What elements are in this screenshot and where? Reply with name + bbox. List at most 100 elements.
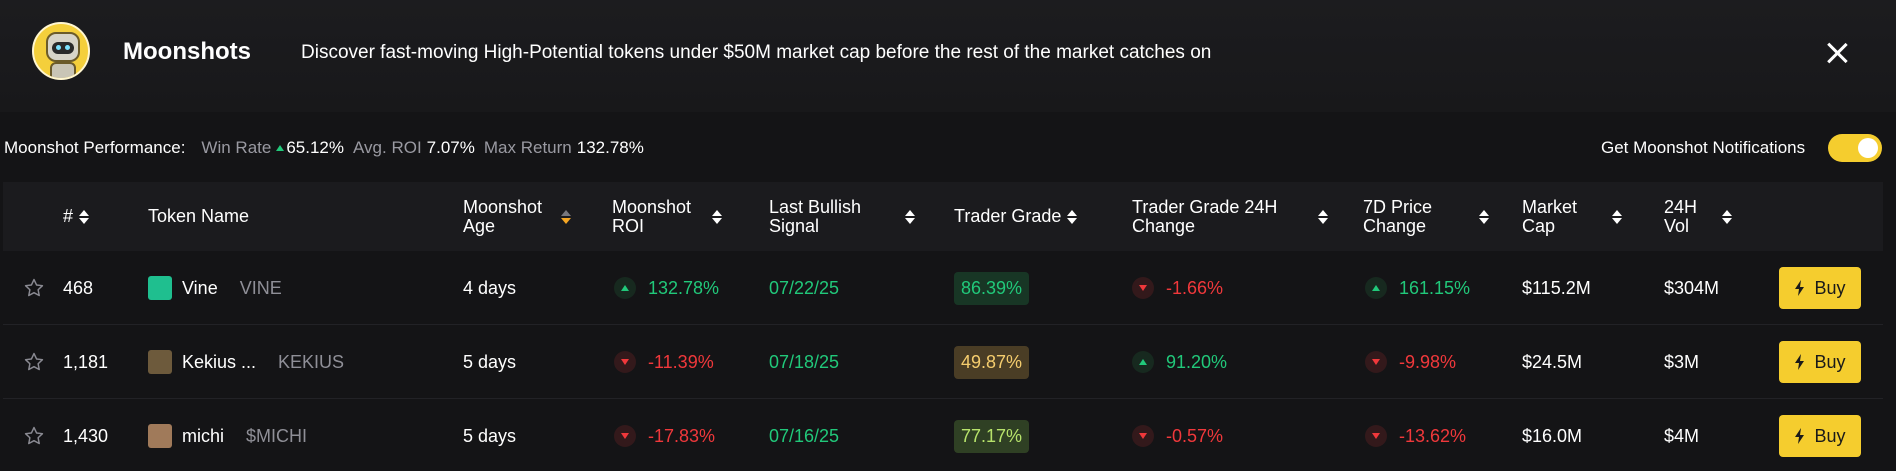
sort-icon: [1067, 209, 1078, 224]
grade-badge: 77.17%: [954, 419, 1030, 453]
notifications-label: Get Moonshot Notifications: [1601, 138, 1806, 157]
toggle-knob: [1858, 138, 1878, 158]
age-cell: 4 days: [463, 277, 517, 298]
header-trader-grade-change[interactable]: Trader Grade 24H Change: [1132, 182, 1332, 251]
signal-cell: 07/16/25: [769, 425, 840, 446]
table-row[interactable]: 1,430 michi $MICHI 5 days -17.83% 07/16/…: [3, 399, 1883, 471]
grade-badge: 86.39%: [954, 271, 1030, 305]
win-rate-label: Win Rate: [201, 138, 272, 157]
age-cell: 5 days: [463, 425, 517, 446]
direction-icon: [1365, 277, 1387, 299]
volume-cell: $304M: [1664, 277, 1720, 298]
sort-icon: [1612, 209, 1622, 224]
rank-cell: 1,430: [63, 425, 109, 446]
star-icon[interactable]: [23, 425, 45, 447]
header-7d-price-change[interactable]: 7D Price Change: [1363, 182, 1493, 251]
rank-cell: 468: [63, 277, 94, 298]
token-name: michi: [182, 425, 225, 446]
grade-change-cell: 91.20%: [1132, 325, 1227, 399]
star-icon[interactable]: [23, 277, 45, 299]
direction-icon: [614, 351, 636, 373]
grade-cell: 86.39%: [954, 251, 1030, 325]
header-rank[interactable]: #: [63, 182, 90, 251]
roi-cell: -17.83%: [614, 399, 715, 471]
grade-cell: 77.17%: [954, 399, 1030, 471]
notifications-toggle[interactable]: [1828, 134, 1882, 162]
buy-button[interactable]: Buy: [1779, 415, 1861, 457]
token-logo-icon: [148, 350, 172, 374]
token-symbol: VINE: [239, 277, 282, 298]
sort-icon: [712, 209, 722, 224]
token-symbol: KEKIUS: [278, 351, 345, 372]
volume-cell: $3M: [1664, 351, 1700, 372]
token-logo-icon: [148, 276, 172, 300]
token-cell[interactable]: Vine VINE: [148, 251, 282, 325]
direction-icon: [614, 425, 636, 447]
table-row[interactable]: 1,181 Kekius ... KEKIUS 5 days -11.39% 0…: [3, 325, 1883, 399]
bolt-icon: [1795, 428, 1805, 444]
age-cell: 5 days: [463, 351, 517, 372]
sort-icon: [1479, 209, 1489, 224]
table-row[interactable]: 468 Vine VINE 4 days 132.78% 07/22/25 86…: [3, 251, 1883, 325]
volume-cell: $4M: [1664, 425, 1700, 446]
grade-change-cell: -1.66%: [1132, 251, 1223, 325]
direction-icon: [1365, 351, 1387, 373]
roi-cell: 132.78%: [614, 251, 719, 325]
header-moonshot-roi[interactable]: Moonshot ROI: [612, 182, 732, 251]
buy-label: Buy: [1814, 351, 1846, 372]
table-header: # Token Name Moonshot Age Moonshot ROI L…: [3, 182, 1883, 251]
header-24h-vol[interactable]: 24H Vol: [1664, 182, 1744, 251]
win-rate-value: 65.12%: [286, 138, 345, 157]
rank-cell: 1,181: [63, 351, 109, 372]
bolt-icon: [1795, 280, 1805, 296]
banner-title: Moonshots: [123, 38, 251, 65]
banner-tagline: Discover fast-moving High-Potential toke…: [301, 42, 1212, 63]
token-cell[interactable]: Kekius ... KEKIUS: [148, 325, 344, 399]
roi-cell: -11.39%: [614, 325, 714, 399]
header-market-cap[interactable]: Market Cap: [1522, 182, 1622, 251]
avg-roi-value: 7.07%: [426, 138, 475, 157]
close-icon[interactable]: [1822, 38, 1852, 68]
max-return-label: Max Return: [483, 138, 572, 157]
price-change-cell: 161.15%: [1365, 251, 1470, 325]
header-trader-grade[interactable]: Trader Grade: [954, 182, 1078, 251]
header-token-name: Token Name: [148, 206, 250, 226]
signal-cell: 07/22/25: [769, 277, 840, 298]
performance-label: Moonshot Performance:: [4, 138, 186, 157]
moonshot-performance: Moonshot Performance: Win Rate 65.12% Av…: [4, 138, 653, 158]
buy-label: Buy: [1814, 277, 1846, 298]
market-cap-cell: $16.0M: [1522, 425, 1583, 446]
moonshots-table: # Token Name Moonshot Age Moonshot ROI L…: [3, 182, 1883, 471]
sort-icon: [561, 209, 571, 224]
robot-mascot-icon: [32, 22, 90, 80]
sort-icon: [1318, 209, 1328, 224]
price-change-cell: -9.98%: [1365, 325, 1456, 399]
sort-icon: [1722, 209, 1732, 224]
bolt-icon: [1795, 354, 1805, 370]
market-cap-cell: $24.5M: [1522, 351, 1583, 372]
direction-icon: [1132, 277, 1154, 299]
token-logo-icon: [148, 424, 172, 448]
grade-change-cell: -0.57%: [1132, 399, 1223, 471]
token-name: Kekius ...: [182, 351, 257, 372]
buy-label: Buy: [1814, 425, 1846, 446]
moonshots-banner: Moonshots Discover fast-moving High-Pote…: [0, 0, 1896, 112]
token-cell[interactable]: michi $MICHI: [148, 399, 307, 471]
buy-button[interactable]: Buy: [1779, 267, 1861, 309]
up-arrow-icon: [276, 145, 285, 151]
direction-icon: [1365, 425, 1387, 447]
header-moonshot-age[interactable]: Moonshot Age: [463, 182, 573, 251]
direction-icon: [1132, 425, 1154, 447]
price-change-cell: -13.62%: [1365, 399, 1466, 471]
signal-cell: 07/18/25: [769, 351, 840, 372]
grade-badge: 49.87%: [954, 345, 1030, 379]
sort-icon: [79, 209, 90, 224]
buy-button[interactable]: Buy: [1779, 341, 1861, 383]
market-cap-cell: $115.2M: [1522, 277, 1591, 298]
direction-icon: [614, 277, 636, 299]
star-icon[interactable]: [23, 351, 45, 373]
max-return-value: 132.78%: [576, 138, 644, 157]
header-last-bullish-signal[interactable]: Last Bullish Signal: [769, 182, 919, 251]
token-name: Vine: [182, 277, 218, 298]
sort-icon: [905, 209, 915, 224]
